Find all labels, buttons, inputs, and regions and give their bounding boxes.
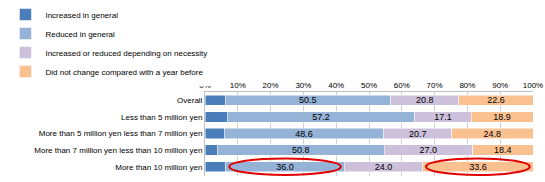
- svg-text:100%: 100%: [523, 81, 543, 90]
- svg-text:22.6: 22.6: [487, 95, 505, 105]
- svg-text:57.2: 57.2: [312, 112, 330, 122]
- svg-text:70%: 70%: [427, 81, 443, 90]
- svg-text:40%: 40%: [328, 81, 344, 90]
- svg-text:36.0: 36.0: [276, 162, 294, 172]
- svg-text:50.5: 50.5: [299, 95, 317, 105]
- svg-text:60%: 60%: [394, 81, 410, 90]
- svg-text:Reduced in general: Reduced in general: [45, 30, 115, 39]
- svg-text:More than 10 million yen: More than 10 million yen: [115, 163, 202, 172]
- svg-text:24.8: 24.8: [484, 129, 502, 139]
- svg-text:Less than 5 million yen: Less than 5 million yen: [121, 113, 202, 122]
- svg-text:17.1: 17.1: [434, 112, 452, 122]
- svg-text:50%: 50%: [361, 81, 377, 90]
- svg-text:20.8: 20.8: [416, 95, 434, 105]
- svg-text:20%: 20%: [263, 81, 279, 90]
- svg-text:18.4: 18.4: [494, 145, 512, 155]
- svg-text:50.8: 50.8: [292, 145, 310, 155]
- svg-text:27.0: 27.0: [420, 145, 438, 155]
- svg-text:18.9: 18.9: [493, 112, 511, 122]
- svg-text:20.7: 20.7: [409, 129, 427, 139]
- svg-text:Increased or reduced depending: Increased or reduced depending on necess…: [45, 49, 207, 58]
- svg-text:Overall: Overall: [177, 96, 203, 105]
- svg-text:Increased in general: Increased in general: [45, 11, 118, 20]
- svg-text:More than 7 million yen less t: More than 7 million yen less than 10 mil…: [34, 146, 202, 155]
- svg-text:More than 5 million yen less t: More than 5 million yen less than 7 mill…: [39, 129, 203, 138]
- svg-text:48.6: 48.6: [295, 129, 313, 139]
- svg-text:10%: 10%: [230, 81, 246, 90]
- svg-text:24.0: 24.0: [375, 162, 393, 172]
- svg-text:33.6: 33.6: [469, 162, 487, 172]
- svg-text:80%: 80%: [459, 81, 475, 90]
- svg-text:30%: 30%: [295, 81, 311, 90]
- svg-text:90%: 90%: [492, 81, 508, 90]
- svg-text:Did not change compared with a: Did not change compared with a year befo…: [45, 68, 203, 77]
